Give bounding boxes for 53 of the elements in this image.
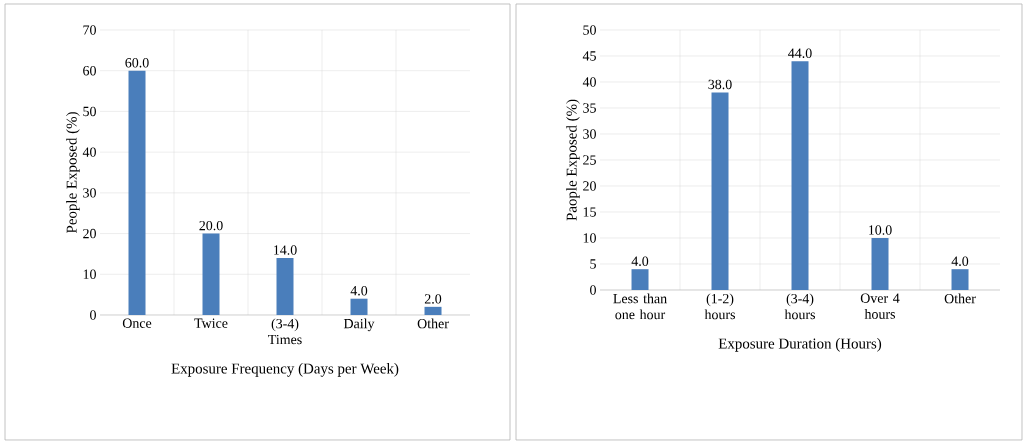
data-label: 2.0	[424, 294, 442, 304]
x-tick-label: Once	[122, 318, 152, 328]
data-label: 10.0	[869, 225, 892, 235]
x-tick-label: (1-2) hours	[704, 293, 735, 320]
data-label: 60.0	[125, 58, 149, 68]
data-label: 4.0	[631, 256, 649, 266]
x-tick-label: Other	[944, 293, 976, 304]
x-tick-label: (3-4) Times	[268, 318, 302, 345]
x-tick-label: Twice	[194, 318, 228, 328]
x-tick-label: (3-4) hours	[784, 293, 815, 320]
bar	[128, 70, 146, 315]
bar	[276, 257, 294, 315]
y-tick-label: 40	[582, 77, 596, 87]
y-tick-label: 45	[582, 51, 596, 61]
y-tick-label: 70	[83, 25, 96, 35]
bar	[202, 233, 220, 315]
y-tick-label: 35	[583, 103, 596, 113]
y-tick-label: 25	[583, 155, 596, 165]
y-tick-label: 30	[83, 188, 96, 198]
x-axis-title: Exposure Duration (Hours)	[718, 338, 882, 352]
bar	[631, 269, 649, 290]
x-tick-label: Less than one hour	[613, 293, 667, 320]
y-tick-label: 0	[90, 310, 96, 320]
bar	[350, 298, 368, 315]
x-tick-label: Daily	[343, 318, 375, 332]
y-tick-label: 5	[590, 259, 596, 269]
y-tick-label: 60	[83, 65, 96, 76]
bar	[951, 269, 969, 290]
x-axis-title: Exposure Frequency (Days per Week)	[171, 363, 399, 377]
y-tick-label: 10	[583, 233, 596, 243]
bar	[791, 61, 809, 290]
data-label: 44.0	[788, 48, 812, 58]
y-tick-label: 0	[590, 285, 596, 295]
y-axis-title: Paople Exposed (%)	[566, 99, 580, 221]
y-tick-label: 50	[583, 25, 596, 35]
data-label: 14.0	[274, 245, 297, 255]
bar	[424, 306, 442, 315]
y-tick-label: 20	[83, 228, 96, 239]
y-tick-label: 20	[583, 181, 596, 191]
data-label: 20.0	[199, 220, 223, 231]
data-label: 4.0	[350, 286, 368, 296]
y-axis-title: People Exposed (%)	[66, 112, 80, 234]
y-tick-label: 15	[583, 207, 596, 217]
y-tick-label: 10	[83, 269, 96, 279]
data-label: 38.0	[708, 79, 732, 90]
y-tick-label: 30	[583, 129, 596, 139]
bar	[711, 92, 729, 290]
data-label: 4.0	[951, 256, 969, 266]
x-tick-label: Over 4 hours	[860, 293, 900, 319]
x-tick-label: Other	[417, 318, 449, 329]
y-tick-label: 40	[82, 147, 96, 157]
y-tick-label: 50	[83, 106, 96, 117]
bar	[871, 237, 889, 290]
